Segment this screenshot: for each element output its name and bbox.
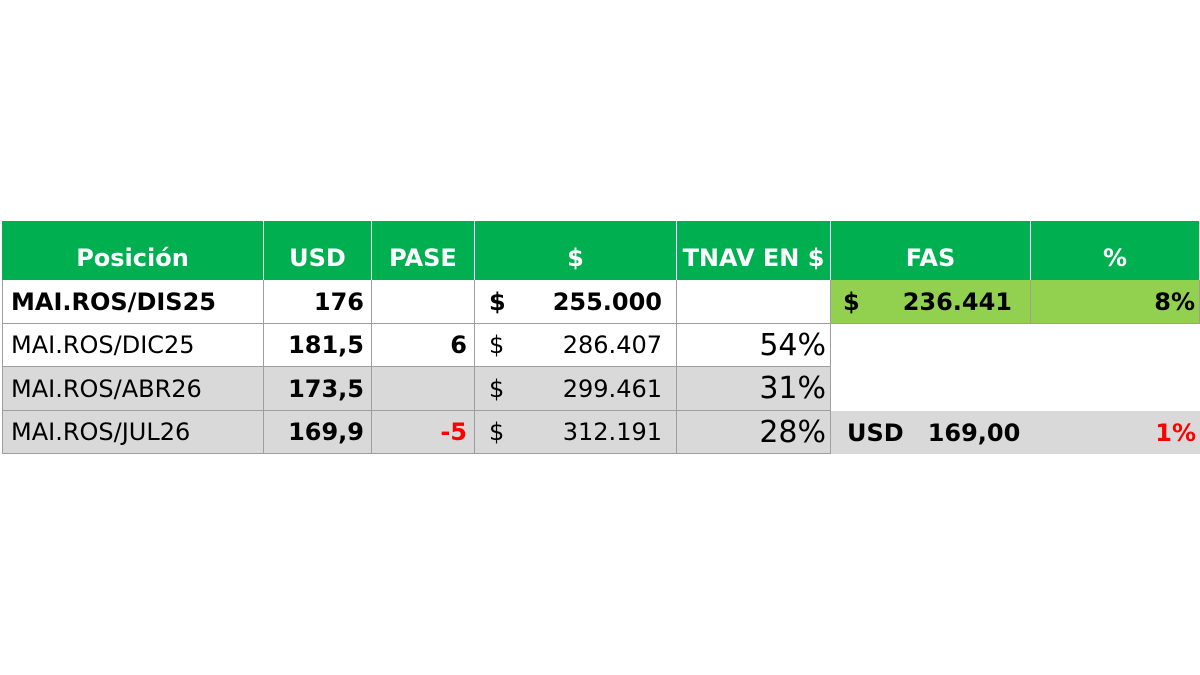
cell-tnav[interactable]: 54% [677, 324, 831, 367]
cell-pase[interactable]: -5 [372, 411, 475, 454]
cell-empty[interactable] [831, 324, 1031, 367]
pesos-symbol: $ [489, 287, 506, 316]
cell-posicion[interactable]: MAI.ROS/DIC25 [2, 324, 264, 367]
table-row: MAI.ROS/DIS25 176 $ 255.000 $ 236.441 8% [2, 280, 1200, 324]
cell-pase[interactable] [372, 367, 475, 411]
cell-usd[interactable]: 173,5 [264, 367, 372, 411]
cell-pesos[interactable]: $ 286.407 [475, 324, 677, 367]
header-posicion[interactable]: Posición [2, 221, 264, 280]
fas-usd-label: USD [847, 418, 904, 447]
cell-tnav[interactable] [677, 280, 831, 324]
cell-usd[interactable]: 169,9 [264, 411, 372, 454]
cell-pesos[interactable]: $ 255.000 [475, 280, 677, 324]
cell-pase[interactable] [372, 280, 475, 324]
pesos-symbol: $ [489, 374, 505, 403]
header-row: Posición USD PASE $ TNAV EN $ FAS % [2, 221, 1200, 280]
table-row: MAI.ROS/JUL26 169,9 -5 $ 312.191 28% USD… [2, 411, 1200, 454]
fas-pesos-value: 236.441 [902, 287, 1012, 316]
cell-fas-pesos-pct[interactable]: 8% [1031, 280, 1200, 324]
pesos-symbol: $ [489, 418, 505, 446]
header-pase[interactable]: PASE [372, 221, 475, 280]
header-usd[interactable]: USD [264, 221, 372, 280]
header-tnav[interactable]: TNAV EN $ [677, 221, 831, 280]
cell-fas-usd-pct[interactable]: 1% [1031, 411, 1200, 454]
cell-empty[interactable] [1031, 324, 1200, 367]
cell-posicion[interactable]: MAI.ROS/DIS25 [2, 280, 264, 324]
cell-tnav[interactable]: 28% [677, 411, 831, 454]
fas-pesos-symbol: $ [843, 287, 860, 316]
header-fas[interactable]: FAS [831, 221, 1031, 280]
cell-pesos[interactable]: $ 299.461 [475, 367, 677, 411]
cell-pase[interactable]: 6 [372, 324, 475, 367]
header-percent[interactable]: % [1031, 221, 1200, 280]
cell-empty[interactable] [1031, 367, 1200, 411]
pesos-value: 312.191 [562, 418, 662, 446]
header-pesos[interactable]: $ [475, 221, 677, 280]
cell-fas-pesos[interactable]: $ 236.441 [831, 280, 1031, 324]
spreadsheet-table: Posición USD PASE $ TNAV EN $ FAS % MAI.… [2, 221, 1200, 454]
fas-usd-value: 169,00 [927, 418, 1021, 447]
cell-empty[interactable] [831, 367, 1031, 411]
cell-pesos[interactable]: $ 312.191 [475, 411, 677, 454]
pesos-symbol: $ [489, 331, 505, 359]
pesos-value: 299.461 [562, 374, 662, 403]
cell-usd[interactable]: 181,5 [264, 324, 372, 367]
cell-tnav[interactable]: 31% [677, 367, 831, 411]
cell-posicion[interactable]: MAI.ROS/JUL26 [2, 411, 264, 454]
pesos-value: 286.407 [562, 331, 662, 359]
table-row: MAI.ROS/ABR26 173,5 $ 299.461 31% [2, 367, 1200, 411]
pesos-value: 255.000 [552, 287, 662, 316]
table-row: MAI.ROS/DIC25 181,5 6 $ 286.407 54% [2, 324, 1200, 367]
cell-fas-usd[interactable]: USD 169,00 [831, 411, 1031, 454]
cell-usd[interactable]: 176 [264, 280, 372, 324]
cell-posicion[interactable]: MAI.ROS/ABR26 [2, 367, 264, 411]
